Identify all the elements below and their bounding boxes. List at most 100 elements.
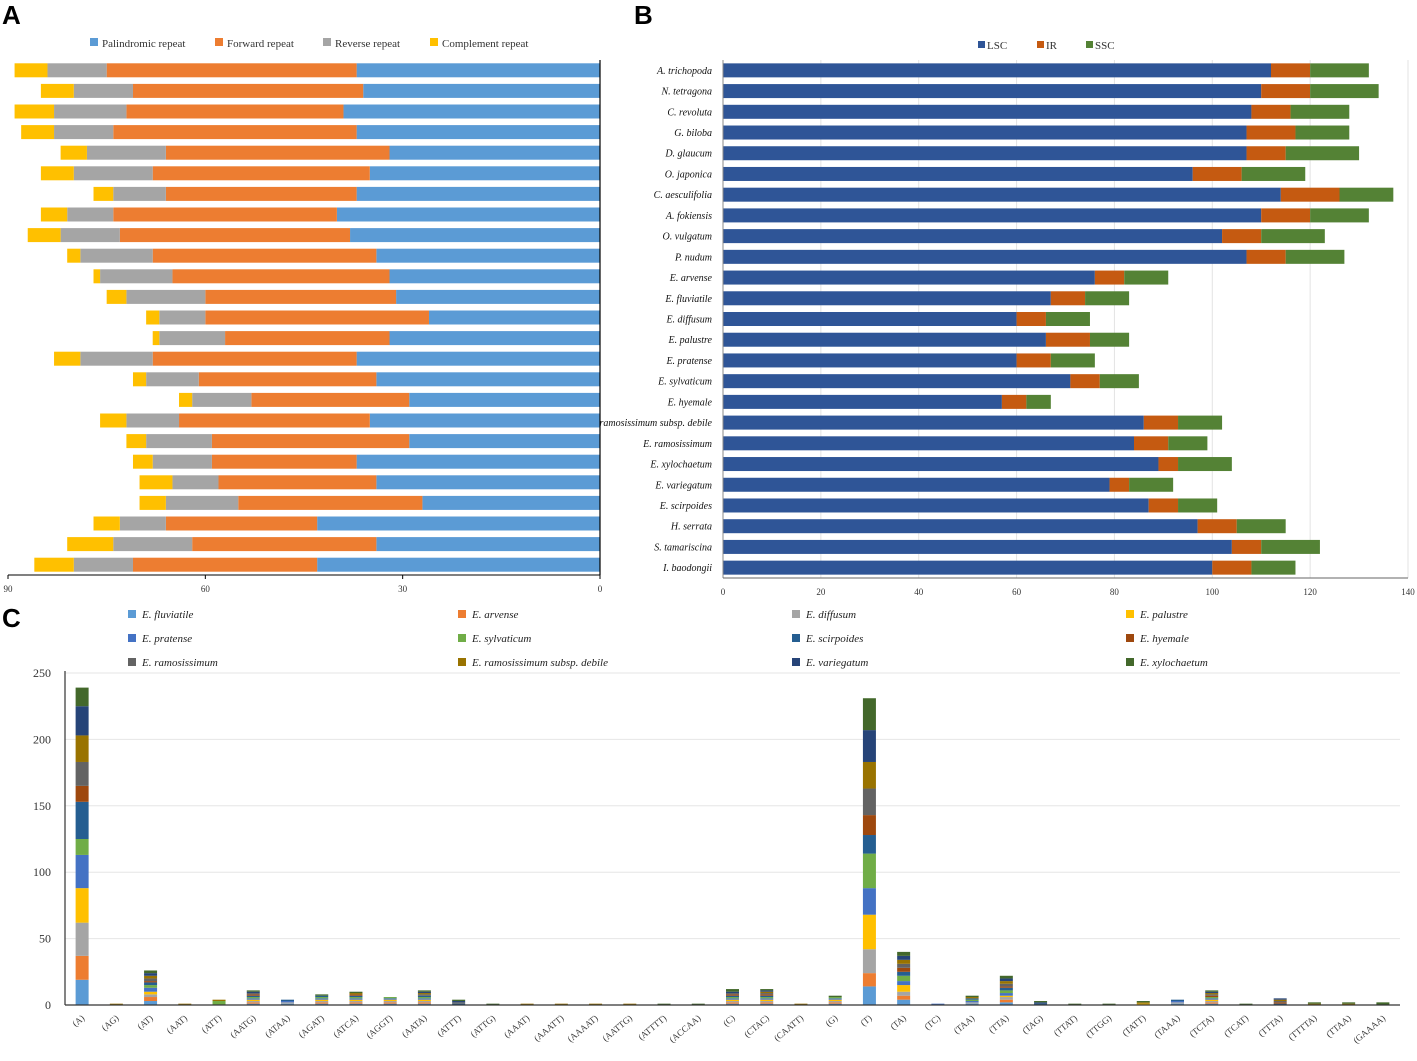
bar-segment-b xyxy=(723,291,1051,306)
bar-segment-a xyxy=(363,83,600,98)
bar-segment-a xyxy=(67,248,81,263)
bar-segment-c xyxy=(417,1001,431,1003)
bar-segment-a xyxy=(14,63,48,78)
bar-segment-b xyxy=(1251,560,1296,575)
bar-segment-b xyxy=(1290,104,1350,119)
bar-segment-a xyxy=(132,83,364,98)
x-tick-label-c: (ATAA) xyxy=(263,1013,292,1039)
bar-segment-c xyxy=(965,997,979,999)
bar-segment-b xyxy=(723,63,1271,78)
bar-segment-c xyxy=(1171,999,1184,1002)
bar-segment-c xyxy=(315,1001,329,1003)
bar-segment-c xyxy=(726,995,739,998)
bar-segment-c xyxy=(999,975,1013,979)
bar-segment-c xyxy=(1034,1001,1048,1003)
bar-segment-c xyxy=(760,1001,774,1003)
species-label: E. hyemale xyxy=(667,397,713,408)
bar-segment-c xyxy=(1273,999,1287,1002)
repeat-type-chart: Palindromic repeat Forward repeat Reverse … xyxy=(4,38,603,594)
bar-segment-a xyxy=(139,495,166,510)
legend-swatch-a xyxy=(323,38,331,46)
bar-segment-a xyxy=(179,392,193,407)
bar-segment-a xyxy=(126,104,344,119)
bar-segment-a xyxy=(389,269,600,284)
bar-segment-a xyxy=(126,413,180,428)
bar-segment-a xyxy=(356,125,600,140)
bar-segment-b xyxy=(723,166,1193,181)
bar-segment-b xyxy=(1099,374,1139,389)
bar-segment-c xyxy=(144,981,158,983)
bar-segment-c xyxy=(349,1001,363,1003)
bar-segment-c xyxy=(862,973,876,987)
species-label: A. trichopoda xyxy=(656,66,712,77)
x-tick-label-c: (TTA) xyxy=(987,1013,1011,1035)
legend-label-c: E. pratense xyxy=(141,633,192,645)
bar-segment-b xyxy=(723,415,1144,430)
bar-segment-a xyxy=(152,351,357,366)
bar-segment-a xyxy=(132,557,318,572)
species-label: E. ramosissimum xyxy=(642,439,712,450)
bar-segment-b xyxy=(1001,394,1027,409)
bar-segment-c xyxy=(1205,1003,1219,1005)
bar-segment-c xyxy=(862,761,876,789)
bar-segment-b xyxy=(1094,270,1125,285)
legend-swatch-c xyxy=(1126,610,1134,618)
bar-segment-b xyxy=(1134,436,1169,451)
bar-segment-b xyxy=(1285,249,1345,264)
bar-segment-a xyxy=(40,207,68,222)
x-tick-label-c: (AG) xyxy=(100,1013,121,1033)
bar-segment-c xyxy=(897,955,911,960)
bar-segment-c xyxy=(75,839,89,855)
bar-segment-c xyxy=(828,995,842,998)
legend-swatch-b xyxy=(978,41,985,48)
bar-segment-b xyxy=(1158,457,1179,472)
bar-segment-b xyxy=(1197,519,1237,534)
bar-segment-b xyxy=(723,353,1017,368)
panel-c-label: C xyxy=(2,603,21,633)
bar-segment-c xyxy=(452,999,466,1002)
legend-label-b: IR xyxy=(1046,40,1058,52)
bar-segment-c xyxy=(862,788,876,816)
bar-segment-c xyxy=(383,1003,397,1005)
bar-segment-c xyxy=(760,1003,774,1005)
bar-segment-c xyxy=(897,981,911,986)
bar-segment-b xyxy=(1016,312,1046,326)
bar-segment-c xyxy=(144,985,158,988)
bar-segment-c xyxy=(999,999,1013,1003)
bar-segment-a xyxy=(21,125,55,140)
legend-swatch-a xyxy=(215,38,223,46)
bar-segment-a xyxy=(159,310,206,325)
legend-swatch-a xyxy=(430,38,438,46)
bar-segment-c xyxy=(554,1003,568,1005)
bar-segment-a xyxy=(376,475,600,490)
legend-swatch-c xyxy=(1126,658,1134,666)
species-label: E. ramosissimum subsp. debile xyxy=(600,418,713,429)
legend-swatch-b xyxy=(1037,41,1044,48)
bar-segment-a xyxy=(86,145,166,160)
bar-segment-b xyxy=(1050,353,1095,368)
bar-segment-b xyxy=(1295,125,1350,140)
bar-segment-c xyxy=(349,1003,363,1005)
bar-segment-b xyxy=(1246,125,1296,140)
x-tick-label-b: 40 xyxy=(914,587,924,597)
bar-segment-c xyxy=(897,995,911,1000)
species-label: S. tamariscina xyxy=(654,542,712,553)
bar-segment-a xyxy=(54,351,81,366)
bar-segment-c xyxy=(75,854,89,889)
x-tick-label-b: 60 xyxy=(1012,587,1022,597)
bar-segment-a xyxy=(165,495,239,510)
bar-segment-c xyxy=(760,994,774,996)
x-tick-label-c: (TCTA) xyxy=(1188,1013,1216,1039)
bar-segment-c xyxy=(75,706,89,736)
legend-label-c: E. variegatum xyxy=(805,657,868,669)
bar-segment-c xyxy=(452,1001,466,1003)
bar-segment-c xyxy=(212,1001,226,1005)
bar-segment-b xyxy=(1016,353,1051,368)
bar-segment-b xyxy=(723,125,1247,140)
species-label: G. biloba xyxy=(674,128,712,139)
x-tick-label-c: (AAAT) xyxy=(502,1013,531,1040)
bar-segment-a xyxy=(60,145,87,160)
bar-segment-c xyxy=(1205,990,1219,992)
bar-segment-c xyxy=(760,993,774,995)
bar-segment-c xyxy=(1171,1002,1184,1004)
